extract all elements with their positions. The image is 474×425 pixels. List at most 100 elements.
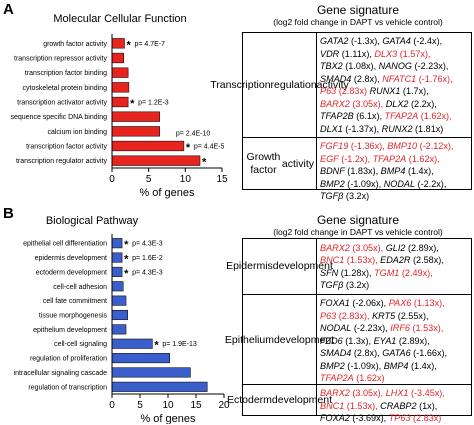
x-axis-label: % of genes (139, 187, 195, 199)
category-label: transcription factor binding (25, 70, 107, 77)
gene-fold-change: (1.62x) (353, 373, 385, 383)
gene-entry: TFAP2B (6.1x), (320, 111, 382, 121)
gene-signature-header-a: Gene signature (log2 fold change in DAPT… (244, 3, 472, 28)
gene-line: NODAL (-2.23x), IRF6 (1.53x), (320, 322, 468, 335)
gene-entry: PAX6 (1.13x), (389, 298, 445, 308)
gene-name: TGFβ (320, 280, 344, 290)
gene-fold-change: (1.11x), (339, 48, 372, 59)
gene-fold-change: (3.05x), (349, 98, 384, 109)
gene-entry: TBX2 (1.08x), (320, 61, 376, 71)
gene-line: FGF19 (-1.36x), BMP10 (-2.12x), (320, 140, 468, 153)
gene-fold-change: (2.89x), (405, 242, 439, 253)
gene-entry: DLX2 (2.2x), (386, 99, 437, 109)
gene-entry: TGM1 (2.49x), (374, 268, 433, 278)
gene-entry: BNC1 (1.53x), (320, 255, 378, 265)
gene-fold-change: (-2.23x), (412, 61, 449, 71)
gene-entry: EDA2R (2.58x), (380, 255, 444, 265)
gene-entry: BMP2 (-1.09x), (320, 361, 381, 371)
gene-name: RUNX1 (369, 86, 401, 96)
bar (111, 140, 185, 152)
gene-entry: DLX1 (-1.37x), (320, 124, 379, 134)
gene-line: VDR (1.11x), DLX3 (1.57x), (320, 48, 468, 61)
panel-letter-a: A (3, 1, 14, 18)
gene-line: FOXA2 (-3.69x), TP63 (2.83x) (320, 412, 468, 425)
gene-name: SFN (320, 267, 339, 278)
x-tick-label: 5 (146, 174, 152, 185)
gene-fold-change: (-3.69x), (349, 413, 387, 423)
bar (111, 324, 127, 335)
gene-name: EDA2R (380, 255, 411, 265)
gene-name: BNC1 (320, 255, 345, 265)
significance-star: * (130, 98, 135, 110)
category-label: calcium ion binding (47, 129, 107, 136)
gene-fold-change: (2.58x), (410, 255, 444, 265)
gene-fold-change: (1.62x), (406, 153, 440, 164)
gene-line: TBX2 (1.08x), NANOG (-2.23x), (320, 60, 468, 73)
gene-entry: SMAD4 (2.8x), (320, 348, 380, 358)
significance-star: * (124, 254, 129, 266)
x-tick-label: 15 (216, 174, 228, 185)
gene-fold-change: (1.7x), (400, 86, 429, 96)
gene-fold-change: (1.53x), (344, 400, 378, 411)
gene-line: FZD6 (1.3x), EYA1 (2.89x), (320, 335, 468, 348)
gene-fold-change: (-2.4x), (410, 36, 443, 46)
gene-fold-change: (2.83x) (336, 86, 368, 96)
gene-fold-change: (-2.2x), (415, 178, 447, 189)
p-value-annotation: p= 1.6E-2 (132, 255, 163, 262)
category-label: epidermis development (35, 255, 107, 262)
gene-line: SFN (1.28x), TGM1 (2.49x), (320, 267, 468, 280)
gene-entry: SFN (1.28x), (320, 268, 372, 278)
gene-entry: RUNX1 (1.7x), (370, 86, 429, 96)
gene-entry: EYA1 (2.89x), (374, 336, 430, 346)
gene-entry: GLI2 (2.89x), (386, 243, 439, 253)
gene-category-label-line: regulation (270, 78, 317, 91)
gene-fold-change: (3.05x), (349, 242, 384, 253)
p-value-annotation: p= 4.3E-3 (132, 241, 163, 248)
gene-line: TFAP2A (1.62x) (320, 372, 468, 385)
gene-fold-change: (1.81x) (412, 123, 444, 134)
gene-name: GATA6 (382, 348, 411, 358)
category-label: transcription regulator activity (16, 158, 108, 165)
bar (111, 295, 127, 306)
gene-line: FOXA1 (-2.06x), PAX6 (1.13x), (320, 297, 468, 310)
gene-name: PAX6 (388, 298, 412, 308)
bar (111, 238, 123, 249)
gene-fold-change: (1.53x), (344, 255, 378, 265)
gene-entry: NODAL (-2.23x), (320, 323, 388, 333)
bar (111, 353, 170, 364)
gene-fold-change: (-2.06x), (349, 298, 387, 308)
gene-name: TFAP2A (384, 111, 419, 121)
gene-name: VDR (320, 48, 340, 59)
gene-line: DLX1 (-1.37x), RUNX2 (1.81x) (320, 123, 468, 136)
gene-signature-title-a: Gene signature (316, 3, 400, 17)
x-tick-label: 0 (109, 400, 115, 411)
gene-entry: NFATC1 (-1.76x), (382, 74, 452, 84)
gene-name: BDNF (320, 166, 345, 176)
gene-name: NODAL (320, 323, 352, 333)
gene-signature-row: Epidermis development BARX2 (3.05x), GLI2 … (226, 239, 471, 294)
category-label: epithelium development (33, 327, 107, 334)
category-label: cell-cell signaling (54, 341, 107, 348)
gene-line: BNC1 (1.53x), CRABP2 (1x), (320, 400, 468, 413)
gene-line: GATA2 (-1.3x), GATA4 (-2.4x), (320, 35, 468, 48)
gene-name: TBX2 (320, 61, 343, 71)
category-label: transcription repressor activity (14, 56, 107, 63)
gene-name: GLI2 (385, 242, 406, 253)
category-label: regulation of transcription (28, 384, 107, 391)
bar (111, 281, 124, 292)
gene-entry: BDNF (1.83x), (320, 166, 378, 176)
gene-entry: BARX2 (3.05x), (320, 99, 383, 109)
gene-entry: P63 (2.83x), (320, 311, 370, 321)
gene-fold-change: (-1.76x), (416, 73, 453, 84)
gene-name: FOXA1 (320, 298, 350, 308)
category-label: cell fate commitment (43, 298, 107, 305)
gene-entry: GATA4 (-2.4x), (382, 36, 442, 46)
gene-signature-row: Epithelium development FOXA1 (-2.06x), PAX… (225, 294, 471, 385)
x-tick-label: 20 (218, 400, 230, 411)
gene-category-label-line: development (271, 394, 333, 407)
category-label: ectoderm development (36, 269, 107, 276)
gene-name: BARX2 (320, 388, 350, 398)
gene-name: BARX2 (320, 98, 350, 109)
significance-star: * (124, 239, 129, 251)
gene-entry: NANOG (-2.23x), (379, 61, 449, 71)
